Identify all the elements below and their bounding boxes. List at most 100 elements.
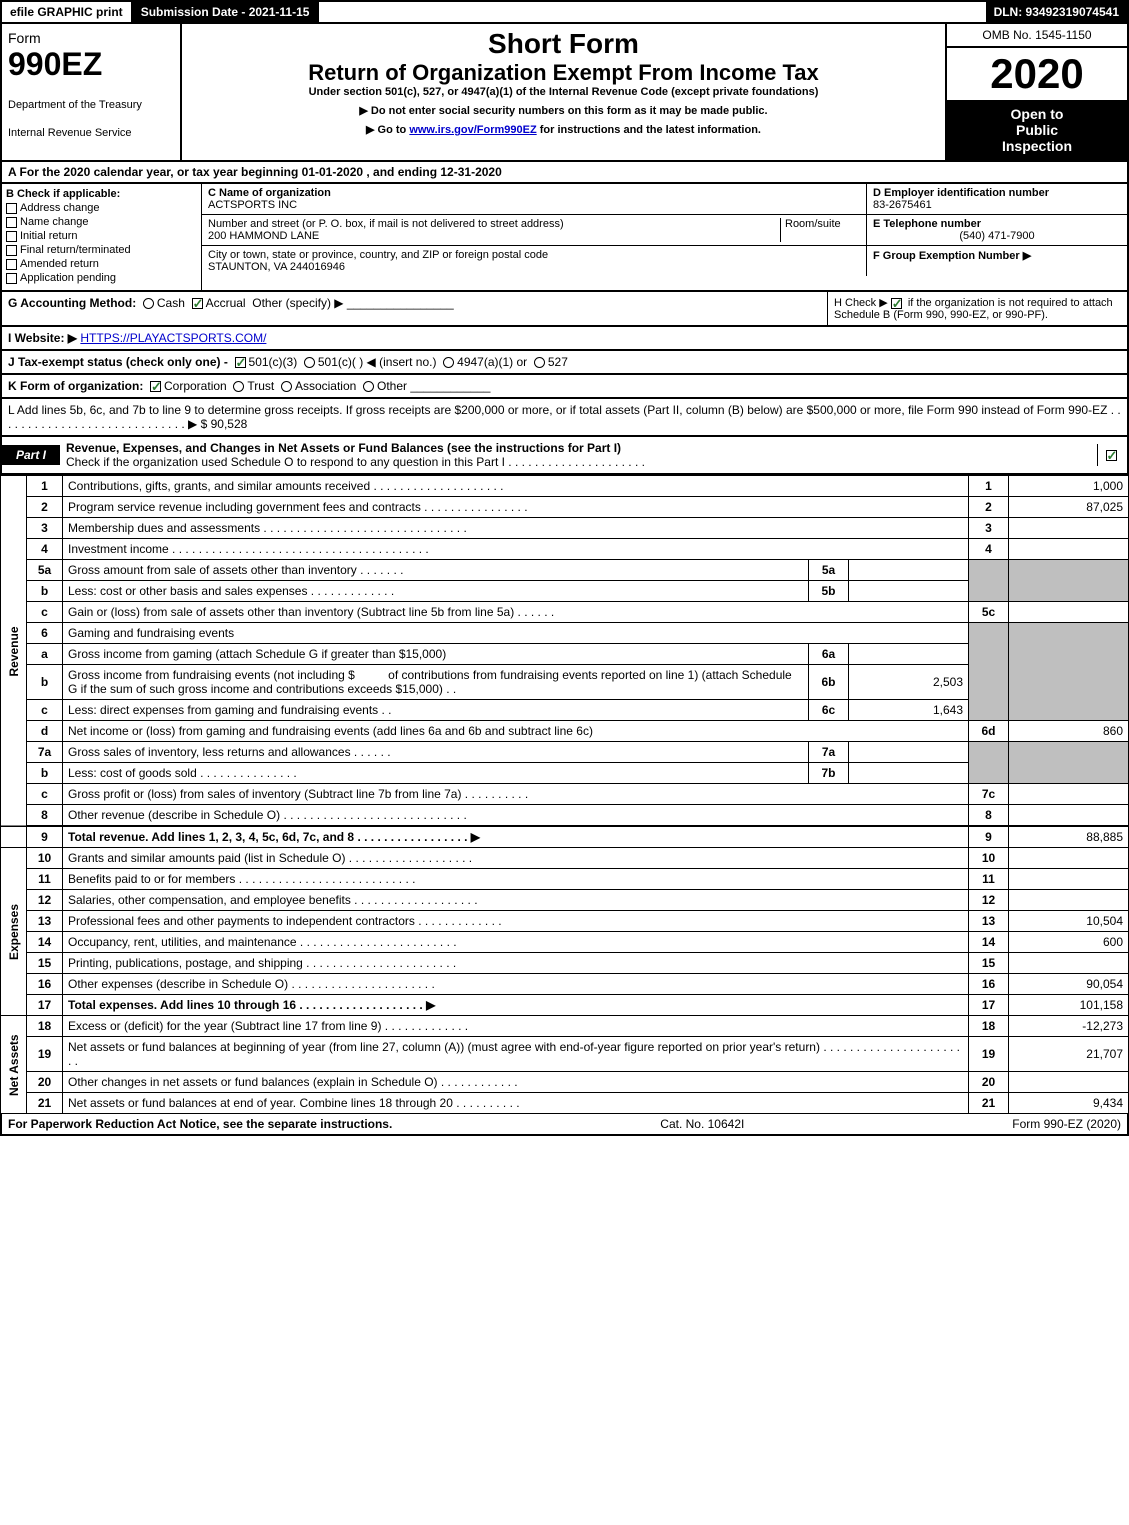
k-label: K Form of organization: bbox=[8, 379, 143, 393]
page-footer: For Paperwork Reduction Act Notice, see … bbox=[0, 1114, 1129, 1136]
chk-other-org[interactable] bbox=[363, 381, 374, 392]
part1-badge: Part I bbox=[2, 445, 60, 465]
chk-4947[interactable] bbox=[443, 357, 454, 368]
expenses-side-label: Expenses bbox=[1, 848, 27, 1016]
chk-initial-return[interactable]: Initial return bbox=[6, 230, 197, 242]
line-18: Net Assets 18Excess or (deficit) for the… bbox=[1, 1016, 1129, 1037]
radio-cash[interactable] bbox=[143, 298, 154, 309]
h-text1: H Check ▶ bbox=[834, 297, 888, 309]
open-public-badge: Open to Public Inspection bbox=[947, 100, 1127, 160]
chk-schedule-b[interactable] bbox=[891, 298, 902, 309]
b-label: B Check if applicable: bbox=[6, 188, 197, 200]
c-addr-label: Number and street (or P. O. box, if mail… bbox=[208, 218, 564, 230]
form-title-block: Short Form Return of Organization Exempt… bbox=[182, 24, 947, 160]
footer-left: For Paperwork Reduction Act Notice, see … bbox=[8, 1117, 392, 1131]
part1-schedule-o-check[interactable] bbox=[1097, 444, 1127, 466]
line-12: 12Salaries, other compensation, and empl… bbox=[1, 890, 1129, 911]
chk-527[interactable] bbox=[534, 357, 545, 368]
form-number: 990EZ bbox=[8, 46, 174, 83]
line-10: Expenses 10Grants and similar amounts pa… bbox=[1, 848, 1129, 869]
chk-corporation[interactable] bbox=[150, 381, 161, 392]
f-group-cell: F Group Exemption Number ▶ bbox=[867, 246, 1127, 276]
chk-address-change[interactable]: Address change bbox=[6, 202, 197, 214]
line-7b: bLess: cost of goods sold . . . . . . . … bbox=[1, 763, 1129, 784]
short-form-title: Short Form bbox=[186, 28, 941, 60]
ein-value: 83-2675461 bbox=[873, 199, 932, 211]
line-3: 3Membership dues and assessments . . . .… bbox=[1, 518, 1129, 539]
chk-amended-return[interactable]: Amended return bbox=[6, 258, 197, 270]
line-19: 19Net assets or fund balances at beginni… bbox=[1, 1037, 1129, 1072]
form-label: Form bbox=[8, 30, 174, 46]
j-label: J Tax-exempt status (check only one) - bbox=[8, 355, 228, 369]
c-addr-cell: Number and street (or P. O. box, if mail… bbox=[202, 215, 867, 245]
line-4: 4Investment income . . . . . . . . . . .… bbox=[1, 539, 1129, 560]
line-21: 21Net assets or fund balances at end of … bbox=[1, 1093, 1129, 1114]
top-bar: efile GRAPHIC print Submission Date - 20… bbox=[0, 0, 1129, 24]
tax-year: 2020 bbox=[947, 48, 1127, 100]
open-line3: Inspection bbox=[953, 138, 1121, 154]
radio-accrual[interactable] bbox=[192, 298, 203, 309]
section-b: B Check if applicable: Address change Na… bbox=[2, 184, 202, 290]
submission-date-button[interactable]: Submission Date - 2021-11-15 bbox=[133, 2, 320, 22]
line-8: 8Other revenue (describe in Schedule O) … bbox=[1, 805, 1129, 827]
line-6d: dNet income or (loss) from gaming and fu… bbox=[1, 721, 1129, 742]
chk-association[interactable] bbox=[281, 381, 292, 392]
c-city-label: City or town, state or province, country… bbox=[208, 249, 548, 261]
org-city: STAUNTON, VA 244016946 bbox=[208, 261, 345, 273]
goto-pre: ▶ Go to bbox=[366, 124, 409, 136]
line-6a: aGross income from gaming (attach Schedu… bbox=[1, 644, 1129, 665]
chk-501c[interactable] bbox=[304, 357, 315, 368]
f-group-label: F Group Exemption Number ▶ bbox=[873, 250, 1031, 262]
irs-link[interactable]: www.irs.gov/Form990EZ bbox=[409, 124, 536, 136]
line-17: 17Total expenses. Add lines 10 through 1… bbox=[1, 995, 1129, 1016]
chk-trust[interactable] bbox=[233, 381, 244, 392]
l-amount: 90,528 bbox=[211, 417, 248, 431]
footer-cat-no: Cat. No. 10642I bbox=[660, 1117, 744, 1131]
footer-form-ref: Form 990-EZ (2020) bbox=[1012, 1117, 1121, 1131]
org-address: 200 HAMMOND LANE bbox=[208, 230, 319, 242]
c-name-cell: C Name of organization ACTSPORTS INC bbox=[202, 184, 867, 214]
line-6c: cLess: direct expenses from gaming and f… bbox=[1, 700, 1129, 721]
line-6b: bGross income from fundraising events (n… bbox=[1, 665, 1129, 700]
form-id-block: Form 990EZ Department of the Treasury In… bbox=[2, 24, 182, 160]
i-label: I Website: ▶ bbox=[8, 331, 77, 345]
i-website-row: I Website: ▶ HTTPS://PLAYACTSPORTS.COM/ bbox=[0, 327, 1129, 351]
line-5b: bLess: cost or other basis and sales exp… bbox=[1, 581, 1129, 602]
chk-application-pending[interactable]: Application pending bbox=[6, 272, 197, 284]
chk-final-return[interactable]: Final return/terminated bbox=[6, 244, 197, 256]
e-tel-label: E Telephone number bbox=[873, 218, 981, 230]
chk-name-change[interactable]: Name change bbox=[6, 216, 197, 228]
telephone: (540) 471-7900 bbox=[873, 230, 1121, 242]
part1-check-text: Check if the organization used Schedule … bbox=[66, 455, 645, 469]
efile-print-button[interactable]: efile GRAPHIC print bbox=[2, 2, 133, 22]
line-5c: cGain or (loss) from sale of assets othe… bbox=[1, 602, 1129, 623]
dept-irs: Internal Revenue Service bbox=[8, 127, 174, 139]
line-15: 15Printing, publications, postage, and s… bbox=[1, 953, 1129, 974]
line-1: Revenue 1Contributions, gifts, grants, a… bbox=[1, 476, 1129, 497]
goto-post: for instructions and the latest informat… bbox=[537, 124, 761, 136]
room-suite-label: Room/suite bbox=[780, 218, 860, 242]
j-tax-exempt-row: J Tax-exempt status (check only one) - 5… bbox=[0, 351, 1129, 375]
line-7c: cGross profit or (loss) from sales of in… bbox=[1, 784, 1129, 805]
g-label: G Accounting Method: bbox=[8, 296, 136, 310]
lines-table: Revenue 1Contributions, gifts, grants, a… bbox=[0, 475, 1129, 1114]
e-tel-cell: E Telephone number (540) 471-7900 bbox=[867, 215, 1127, 245]
line-2: 2Program service revenue including gover… bbox=[1, 497, 1129, 518]
website-link[interactable]: HTTPS://PLAYACTSPORTS.COM/ bbox=[80, 331, 266, 345]
line-16: 16Other expenses (describe in Schedule O… bbox=[1, 974, 1129, 995]
d-ein-label: D Employer identification number bbox=[873, 187, 1049, 199]
org-name: ACTSPORTS INC bbox=[208, 199, 297, 211]
omb-number: OMB No. 1545-1150 bbox=[947, 24, 1127, 48]
instruction-ssn: ▶ Do not enter social security numbers o… bbox=[186, 104, 941, 117]
line-7a: 7aGross sales of inventory, less returns… bbox=[1, 742, 1129, 763]
open-line2: Public bbox=[953, 122, 1121, 138]
l-gross-receipts-row: L Add lines 5b, 6c, and 7b to line 9 to … bbox=[0, 399, 1129, 437]
l-text: L Add lines 5b, 6c, and 7b to line 9 to … bbox=[8, 403, 1121, 431]
under-section: Under section 501(c), 527, or 4947(a)(1)… bbox=[186, 86, 941, 98]
line-11: 11Benefits paid to or for members . . . … bbox=[1, 869, 1129, 890]
section-cd: C Name of organization ACTSPORTS INC D E… bbox=[202, 184, 1127, 290]
chk-501c3[interactable] bbox=[235, 357, 246, 368]
part1-title: Revenue, Expenses, and Changes in Net As… bbox=[60, 437, 1097, 473]
info-grid: B Check if applicable: Address change Na… bbox=[0, 184, 1129, 292]
form-right-block: OMB No. 1545-1150 2020 Open to Public In… bbox=[947, 24, 1127, 160]
